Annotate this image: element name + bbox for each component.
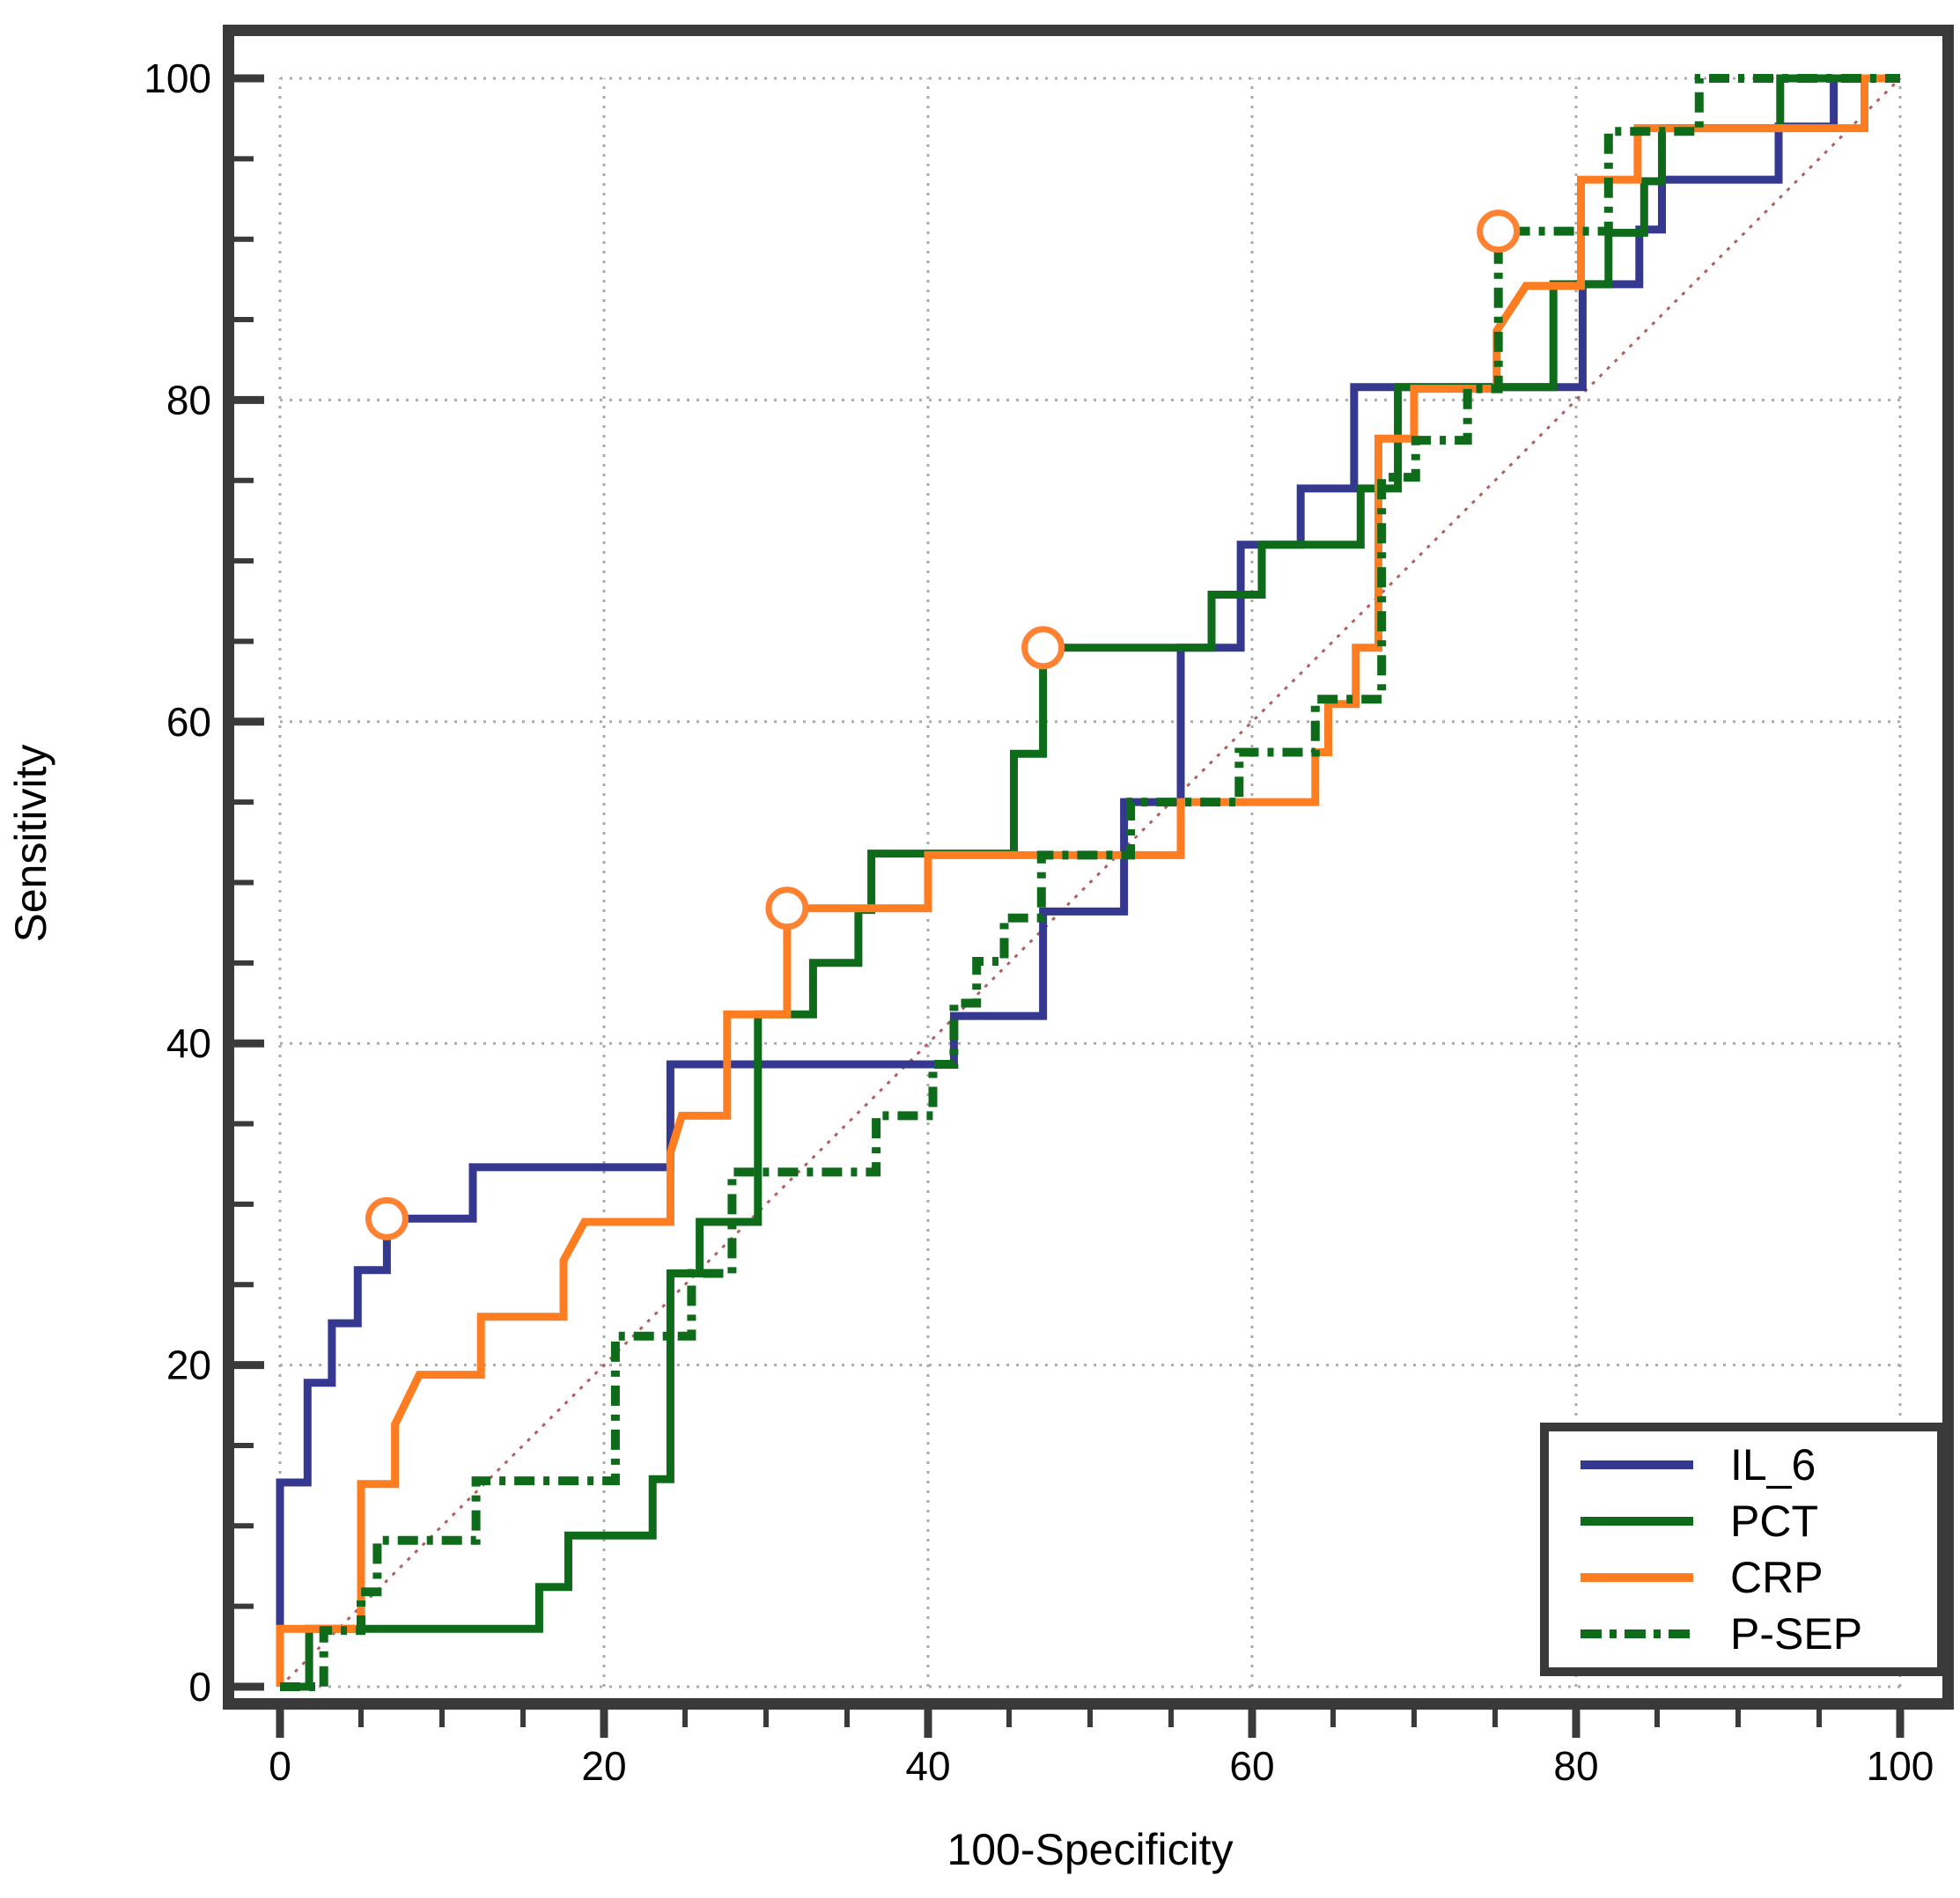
legend-item-psep: P-SEP (1579, 1611, 1937, 1657)
legend-label-il6: IL_6 (1730, 1440, 1816, 1490)
legend-line-sample-pct (1581, 1517, 1693, 1526)
tick-label-layer: 0 20 40 60 80 100 0 20 40 60 80 100 (144, 55, 1934, 1789)
curve-pct (280, 74, 1900, 1691)
legend-item-crp: CRP (1579, 1555, 1937, 1600)
legend-label-crp: CRP (1730, 1553, 1824, 1602)
x-axis-title: 100-Specificity (947, 1825, 1233, 1874)
legend-label-pct: PCT (1730, 1497, 1818, 1546)
series-layer (276, 74, 1900, 1691)
legend-label-psep: P-SEP (1730, 1609, 1863, 1659)
legend-line-sample-crp (1581, 1573, 1693, 1582)
legend-item-pct: PCT (1579, 1498, 1937, 1544)
x-tick-label: 20 (581, 1743, 626, 1789)
operating-point-pct (1021, 626, 1065, 670)
plot-frame (223, 25, 1954, 1710)
curve-crp (276, 74, 1900, 1687)
legend-line-sample-il6 (1581, 1460, 1693, 1469)
x-tick-label: 60 (1229, 1743, 1274, 1789)
y-tick-label: 20 (166, 1343, 211, 1388)
x-tick-label: 100 (1867, 1743, 1934, 1789)
x-tick-label: 0 (269, 1743, 291, 1789)
legend-item-il6: IL_6 (1579, 1442, 1937, 1488)
y-axis-title: Sensitivity (6, 744, 55, 942)
curve-p-sep (280, 74, 1900, 1691)
y-tick-label: 100 (144, 55, 211, 101)
y-tick-label: 0 (188, 1664, 211, 1710)
y-tick-label: 40 (166, 1020, 211, 1066)
x-tick-label: 80 (1553, 1743, 1598, 1789)
reference-diagonal (278, 77, 1902, 1688)
y-tick-label: 60 (166, 699, 211, 745)
operating-point-il_6 (365, 1196, 409, 1240)
y-tick-label: 80 (166, 377, 211, 423)
legend-line-sample-psep (1581, 1629, 1693, 1638)
legend-box: IL_6 PCT CRP P-SEP (1540, 1423, 1946, 1676)
axes-frame-layer (223, 25, 1954, 1738)
operating-point-p-sep (1477, 210, 1521, 254)
operating-point-crp (765, 886, 809, 931)
curve-il_6 (276, 74, 1900, 1687)
x-tick-label: 40 (905, 1743, 950, 1789)
